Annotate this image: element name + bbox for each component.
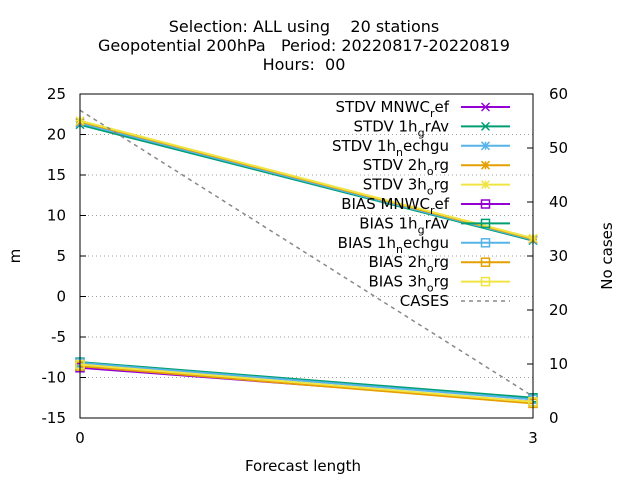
series-line [79,365,534,405]
legend-label: BIAS MNWCref [341,195,449,217]
legend-label-subscript: n [396,243,403,256]
y2-tick-label: 30 [549,247,568,265]
legend-label-tail: rg [434,253,449,271]
y-tick-label: 20 [47,126,66,144]
legend-label-main: STDV 2h [363,156,427,174]
legend-label: STDV 1hgrAv [354,117,450,139]
y-tick-label: -5 [51,328,66,346]
series-line [79,119,534,240]
legend-label-main: CASES [400,292,449,310]
y-tick-label: 10 [47,207,66,225]
legend-label-subscript: o [427,282,434,295]
legend-label-tail: rg [434,156,449,174]
marker-square [480,276,491,287]
legend-entry: STDV 1hgrAv [354,117,510,139]
y-tick-label: 5 [56,247,66,265]
legend-label: STDV 1hnechgu [332,137,449,159]
marker-square [480,238,491,248]
x-tick-label: 3 [528,429,538,447]
y2-tick-label: 60 [549,85,568,103]
legend-label: STDV MNWCref [335,98,449,120]
legend-label: BIAS 1hnechgu [338,234,449,256]
y-tick-label: -10 [42,369,67,387]
legend-entry: BIAS 3horg [369,273,510,295]
marker-square [480,257,491,267]
y-tick-label: 0 [56,288,66,306]
y-axis-label: m [6,249,24,264]
legend-entry: BIAS MNWCref [341,195,510,217]
y-tick-label: 15 [47,166,66,184]
legend-entry: BIAS 1hnechgu [338,234,510,256]
series-line [79,361,534,401]
legend-label: STDV 3horg [363,176,449,198]
legend-label-main: STDV 1h [354,117,418,135]
chart-title-line-2: Geopotential 200hPa Period: 20220817-202… [98,36,510,55]
legend-label-tail: ef [434,98,449,116]
legend-label: BIAS 1hgrAv [359,214,449,236]
legend-label-main: BIAS 2h [369,253,427,271]
y2-tick-label: 50 [549,139,568,157]
legend-label-subscript: n [396,146,403,159]
legend-label-tail: echgu [403,137,449,155]
chart-title-line-3: Hours: 00 [263,55,346,74]
legend-label-main: STDV MNWC [335,98,429,116]
legend-label-subscript: o [427,262,434,275]
marker-square [480,218,491,229]
series-line [79,109,534,398]
chart-title-line-1: Selection: ALL using 20 stations [169,17,439,36]
legend-label-subscript: g [418,223,425,236]
legend-entry: STDV 3horg [363,176,510,198]
series-10 [79,109,534,398]
legend-label-main: STDV 1h [332,137,396,155]
y2-tick-label: 0 [549,409,559,427]
x-tick-label: 0 [75,429,85,447]
legend-label-tail: rg [434,273,449,291]
legend-label-subscript: o [427,165,434,178]
legend-label: STDV 2horg [363,156,449,178]
y2-tick-label: 40 [549,193,568,211]
legend-entry: STDV 2horg [363,156,510,178]
marker-stroke [480,121,491,131]
legend-label-tail: rg [434,176,449,194]
legend-label-subscript: r [430,107,435,120]
y2-tick-label: 10 [549,355,568,373]
legend-label-tail: rAv [425,214,450,232]
y-tick-label: 25 [47,85,66,103]
marker-stroke [480,102,491,112]
legend-label-tail: ef [434,195,449,213]
legend-entry: STDV 1hnechgu [332,137,510,159]
legend-label-main: BIAS 3h [369,273,427,291]
legend-label-subscript: r [430,204,435,217]
y-tick-label: -15 [42,409,67,427]
legend-label: BIAS 2horg [369,253,450,275]
legend-label: BIAS 3horg [369,273,450,295]
legend-entry: BIAS 2horg [369,253,510,275]
legend-entry: CASES [400,292,510,310]
legend-label-main: BIAS 1h [338,234,396,252]
legend-label-tail: rAv [425,117,450,135]
legend-label-subscript: o [427,185,434,198]
marker-square [480,199,491,209]
legend-label-subscript: g [418,126,425,139]
x-axis-label: Forecast length [245,457,361,475]
legend-label-tail: echgu [403,234,449,252]
y2-tick-label: 20 [549,301,568,319]
y2-axis-label: No cases [598,222,616,290]
legend-entry: BIAS 1hgrAv [359,214,510,236]
legend-label-main: BIAS 1h [359,214,417,232]
legend-label: CASES [400,292,449,310]
legend-entry: STDV MNWCref [335,98,510,120]
legend-label-main: STDV 3h [363,176,427,194]
series-line [79,363,534,403]
legend-label-main: BIAS MNWC [341,195,430,213]
